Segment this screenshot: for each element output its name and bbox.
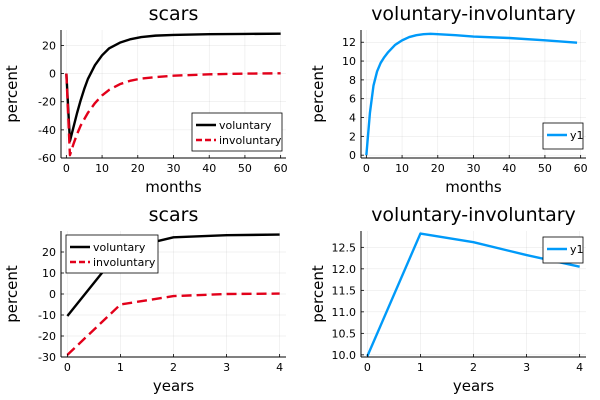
- x-tick-label: 30: [467, 162, 481, 175]
- y-tick-label: -30: [38, 351, 56, 364]
- legend-label: y1: [570, 129, 584, 142]
- chart-panel-2: 0 10 20 30 40 50 60 0 2 4 6 8 10 12 voluntary-involunt…: [309, 3, 588, 196]
- y-tick-label: 10.0: [332, 349, 357, 362]
- x-tick-label: 3: [223, 361, 230, 374]
- chart-title: scars: [149, 3, 199, 25]
- x-tick-label: 60: [574, 162, 588, 175]
- x-tick-label: 0: [364, 361, 371, 374]
- x-axis-label: months: [445, 178, 502, 196]
- x-tick-label: 3: [523, 361, 530, 374]
- x-tick-label: 0: [363, 162, 370, 175]
- x-tick-label: 0: [63, 162, 70, 175]
- x-tick-label: 2: [170, 361, 177, 374]
- x-tick-label: 40: [502, 162, 516, 175]
- y-tick-label: 12: [342, 36, 356, 49]
- series-line-voluntary: [65, 32, 281, 143]
- series-line-involuntary: [66, 292, 280, 356]
- y-tick-label: 12.5: [332, 241, 357, 254]
- y-tick-label: 8: [349, 74, 356, 87]
- y-tick-label: 4: [349, 112, 356, 125]
- legend-box: [65, 234, 159, 274]
- legend: voluntary involuntary: [65, 234, 159, 274]
- series-line-involuntary: [65, 72, 281, 157]
- y-tick-label: 6: [349, 93, 356, 106]
- legend-label: voluntary: [93, 241, 146, 254]
- y-axis-label: percent: [309, 265, 327, 323]
- x-tick-label: 10: [395, 162, 409, 175]
- x-axis-label: months: [145, 178, 202, 196]
- y-tick-label: -60: [38, 152, 56, 165]
- y-tick-label: 10: [42, 267, 56, 280]
- x-tick-label: 50: [238, 162, 252, 175]
- y-tick-label: 20: [42, 39, 56, 52]
- x-tick-label: 20: [131, 162, 145, 175]
- x-tick-label: 1: [417, 361, 424, 374]
- y-tick-label: -20: [38, 96, 56, 109]
- legend: y1: [542, 236, 584, 264]
- series-line-y1: [365, 32, 578, 156]
- y-tick-label: 20: [42, 246, 56, 259]
- x-tick-label: 40: [202, 162, 216, 175]
- y-tick-label: 11.0: [332, 306, 357, 319]
- legend-label: involuntary: [93, 256, 156, 269]
- y-tick-label: 2: [349, 130, 356, 143]
- x-tick-label: 2: [470, 361, 477, 374]
- y-tick-label: -10: [38, 309, 56, 322]
- y-tick-label: -40: [38, 124, 56, 137]
- x-tick-label: 4: [276, 361, 283, 374]
- x-axis-label: years: [453, 377, 494, 395]
- x-tick-label: 20: [431, 162, 445, 175]
- chart-panel-3: 0 1 2 3 4 -30 -20 -10 0 10 20 scars years percent volu…: [3, 204, 286, 395]
- y-tick-label: 10.5: [332, 327, 357, 340]
- x-tick-label: 10: [95, 162, 109, 175]
- x-axis-label: years: [153, 377, 194, 395]
- y-axis-label: percent: [3, 265, 21, 323]
- y-tick-label: 12.0: [332, 263, 357, 276]
- legend: voluntary involuntary: [191, 112, 283, 152]
- y-axis-label: percent: [3, 65, 21, 123]
- x-tick-label: 0: [64, 361, 71, 374]
- legend-label: involuntary: [219, 134, 282, 147]
- chart-title: scars: [149, 204, 199, 226]
- chart-panel-1: 0 10 20 30 40 50 60 -60 -40 -20 0 20 scars months perc…: [3, 3, 288, 196]
- y-tick-label: 11.5: [332, 284, 357, 297]
- y-axis-label: percent: [309, 65, 327, 123]
- legend-box: [191, 112, 283, 152]
- chart-title: voluntary-involuntary: [371, 3, 576, 25]
- chart-panel-4: 0 1 2 3 4 10.0 10.5 11.0 11.5 12.0 12.5 voluntary-i…: [309, 204, 586, 395]
- y-tick-label: 10: [342, 55, 356, 68]
- x-tick-label: 60: [274, 162, 288, 175]
- y-tick-label: -20: [38, 330, 56, 343]
- x-tick-label: 1: [117, 361, 124, 374]
- chart-title: voluntary-involuntary: [371, 204, 576, 226]
- y-tick-label: 0: [49, 68, 56, 81]
- legend-label: y1: [570, 243, 584, 256]
- x-tick-label: 30: [167, 162, 181, 175]
- x-tick-label: 50: [538, 162, 552, 175]
- legend: y1: [542, 122, 584, 150]
- y-tick-label: 0: [49, 288, 56, 301]
- legend-label: voluntary: [219, 119, 272, 132]
- x-tick-label: 4: [576, 361, 583, 374]
- y-tick-label: 0: [349, 149, 356, 162]
